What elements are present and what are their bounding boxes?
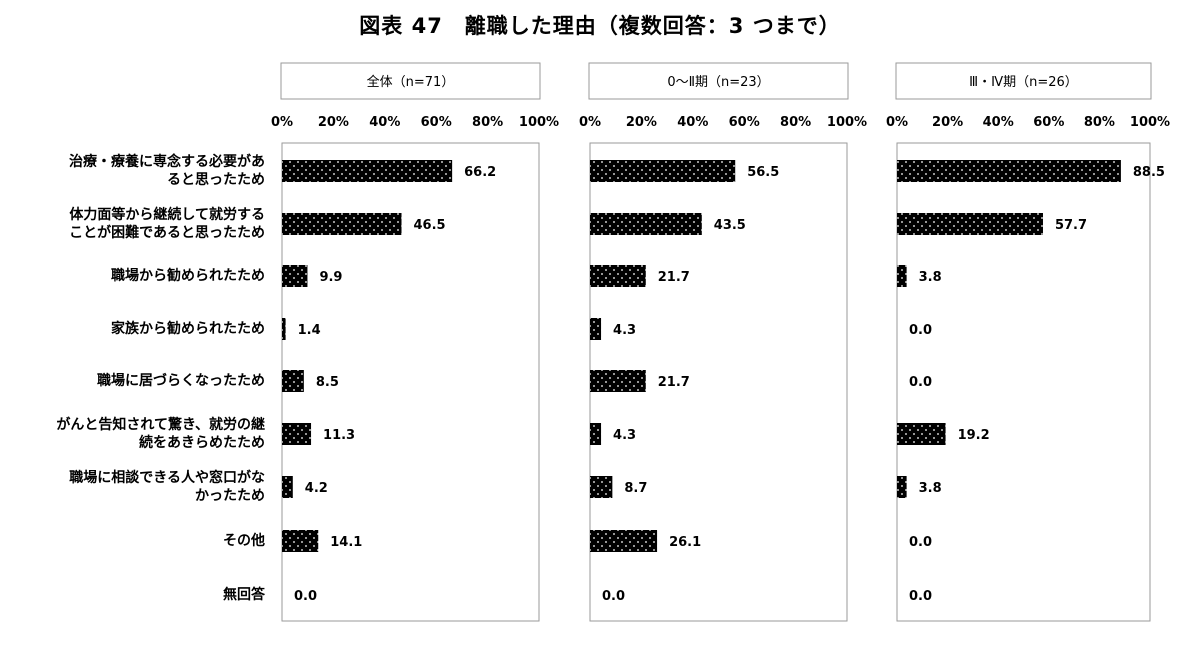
data-label: 88.5: [1133, 165, 1165, 180]
data-label: 1.4: [298, 323, 321, 338]
data-label: 0.0: [909, 323, 932, 338]
category-label: その他: [5, 532, 265, 550]
category-label-line: その他: [223, 533, 265, 549]
data-label: 0.0: [909, 589, 932, 604]
category-label: 治療・療養に専念する必要があると思ったため: [5, 153, 265, 189]
panel-title: 全体（n=71）: [367, 74, 455, 90]
tick-label: 100%: [519, 115, 559, 130]
category-label-line: かったため: [195, 488, 265, 504]
data-label: 19.2: [958, 428, 990, 443]
tick-label: 80%: [472, 115, 503, 130]
category-label-line: 治療・療養に専念する必要があ: [69, 154, 265, 170]
category-label: 家族から勧められたため: [5, 320, 265, 338]
data-label: 8.7: [624, 481, 647, 496]
data-label: 43.5: [714, 218, 746, 233]
data-label: 4.3: [613, 428, 636, 443]
category-label-line: 職場に居づらくなったため: [97, 373, 265, 389]
data-label: 0.0: [294, 589, 317, 604]
bar: [282, 318, 286, 340]
bar: [282, 213, 402, 235]
tick-label: 60%: [421, 115, 452, 130]
tick-label: 0%: [579, 115, 601, 130]
category-label-line: 家族から勧められたため: [111, 321, 265, 337]
data-label: 3.8: [919, 481, 942, 496]
category-label-line: 体力面等から継続して就労する: [69, 207, 265, 223]
data-label: 4.2: [305, 481, 328, 496]
tick-label: 20%: [932, 115, 963, 130]
data-label: 0.0: [909, 375, 932, 390]
tick-label: 60%: [1033, 115, 1064, 130]
tick-label: 100%: [1130, 115, 1170, 130]
bar: [897, 265, 907, 287]
data-label: 21.7: [658, 270, 690, 285]
category-label-line: ると思ったため: [167, 172, 265, 188]
category-label-line: 続をあきらめたため: [139, 435, 265, 451]
tick-label: 0%: [886, 115, 908, 130]
chart-title: 図表 47 離職した理由（複数回答：3 つまで）: [359, 14, 841, 38]
tick-label: 20%: [318, 115, 349, 130]
tick-label: 20%: [626, 115, 657, 130]
category-label: 職場に居づらくなったため: [5, 372, 265, 390]
bar: [282, 370, 304, 392]
tick-label: 60%: [729, 115, 760, 130]
category-label-line: ことが困難であると思ったため: [69, 225, 265, 241]
category-label: 職場に相談できる人や窓口がなかったため: [5, 469, 265, 505]
bar: [590, 160, 736, 182]
tick-label: 40%: [677, 115, 708, 130]
data-label: 0.0: [909, 535, 932, 550]
tick-label: 40%: [983, 115, 1014, 130]
panel-title: 0〜Ⅱ期（n=23）: [667, 75, 769, 90]
data-label: 9.9: [319, 270, 342, 285]
bar: [282, 160, 453, 182]
category-label: 職場から勧められたため: [5, 267, 265, 285]
bar: [282, 423, 312, 445]
plot-frame: [896, 142, 1151, 622]
tick-label: 40%: [369, 115, 400, 130]
data-label: 4.3: [613, 323, 636, 338]
data-label: 57.7: [1055, 218, 1087, 233]
bar: [590, 476, 613, 498]
data-label: 14.1: [330, 535, 362, 550]
category-label-line: 無回答: [223, 587, 265, 603]
category-label: 無回答: [5, 586, 265, 604]
panel-title: Ⅲ・Ⅳ期（n=26）: [969, 75, 1078, 90]
data-label: 26.1: [669, 535, 701, 550]
category-label-line: がんと告知されて驚き、就労の継: [56, 417, 265, 433]
bar: [590, 423, 602, 445]
data-label: 11.3: [323, 428, 355, 443]
panel-title-box: [588, 62, 849, 100]
bar: [282, 530, 319, 552]
tick-label: 100%: [827, 115, 867, 130]
category-label-line: 職場から勧められたため: [111, 268, 265, 284]
bar: [590, 265, 646, 287]
panel-title-box: [280, 62, 541, 100]
panel-title-box: [895, 62, 1152, 100]
data-label: 8.5: [316, 375, 339, 390]
category-label-line: 職場に相談できる人や窓口がな: [69, 470, 265, 486]
bar: [897, 160, 1121, 182]
bar: [897, 476, 907, 498]
bar: [282, 476, 293, 498]
tick-label: 0%: [271, 115, 293, 130]
bar: [590, 370, 646, 392]
bar: [590, 530, 658, 552]
bar: [897, 423, 946, 445]
data-label: 0.0: [602, 589, 625, 604]
tick-label: 80%: [1084, 115, 1115, 130]
data-label: 3.8: [919, 270, 942, 285]
bar: [897, 213, 1043, 235]
category-label: 体力面等から継続して就労する ことが困難であると思ったため: [5, 206, 265, 242]
bar: [282, 265, 308, 287]
category-label: がんと告知されて驚き、就労の継続をあきらめたため: [5, 416, 265, 452]
tick-label: 80%: [780, 115, 811, 130]
data-label: 46.5: [414, 218, 446, 233]
bar: [590, 213, 702, 235]
data-label: 56.5: [747, 165, 779, 180]
data-label: 21.7: [658, 375, 690, 390]
data-label: 66.2: [464, 165, 496, 180]
bar: [590, 318, 602, 340]
